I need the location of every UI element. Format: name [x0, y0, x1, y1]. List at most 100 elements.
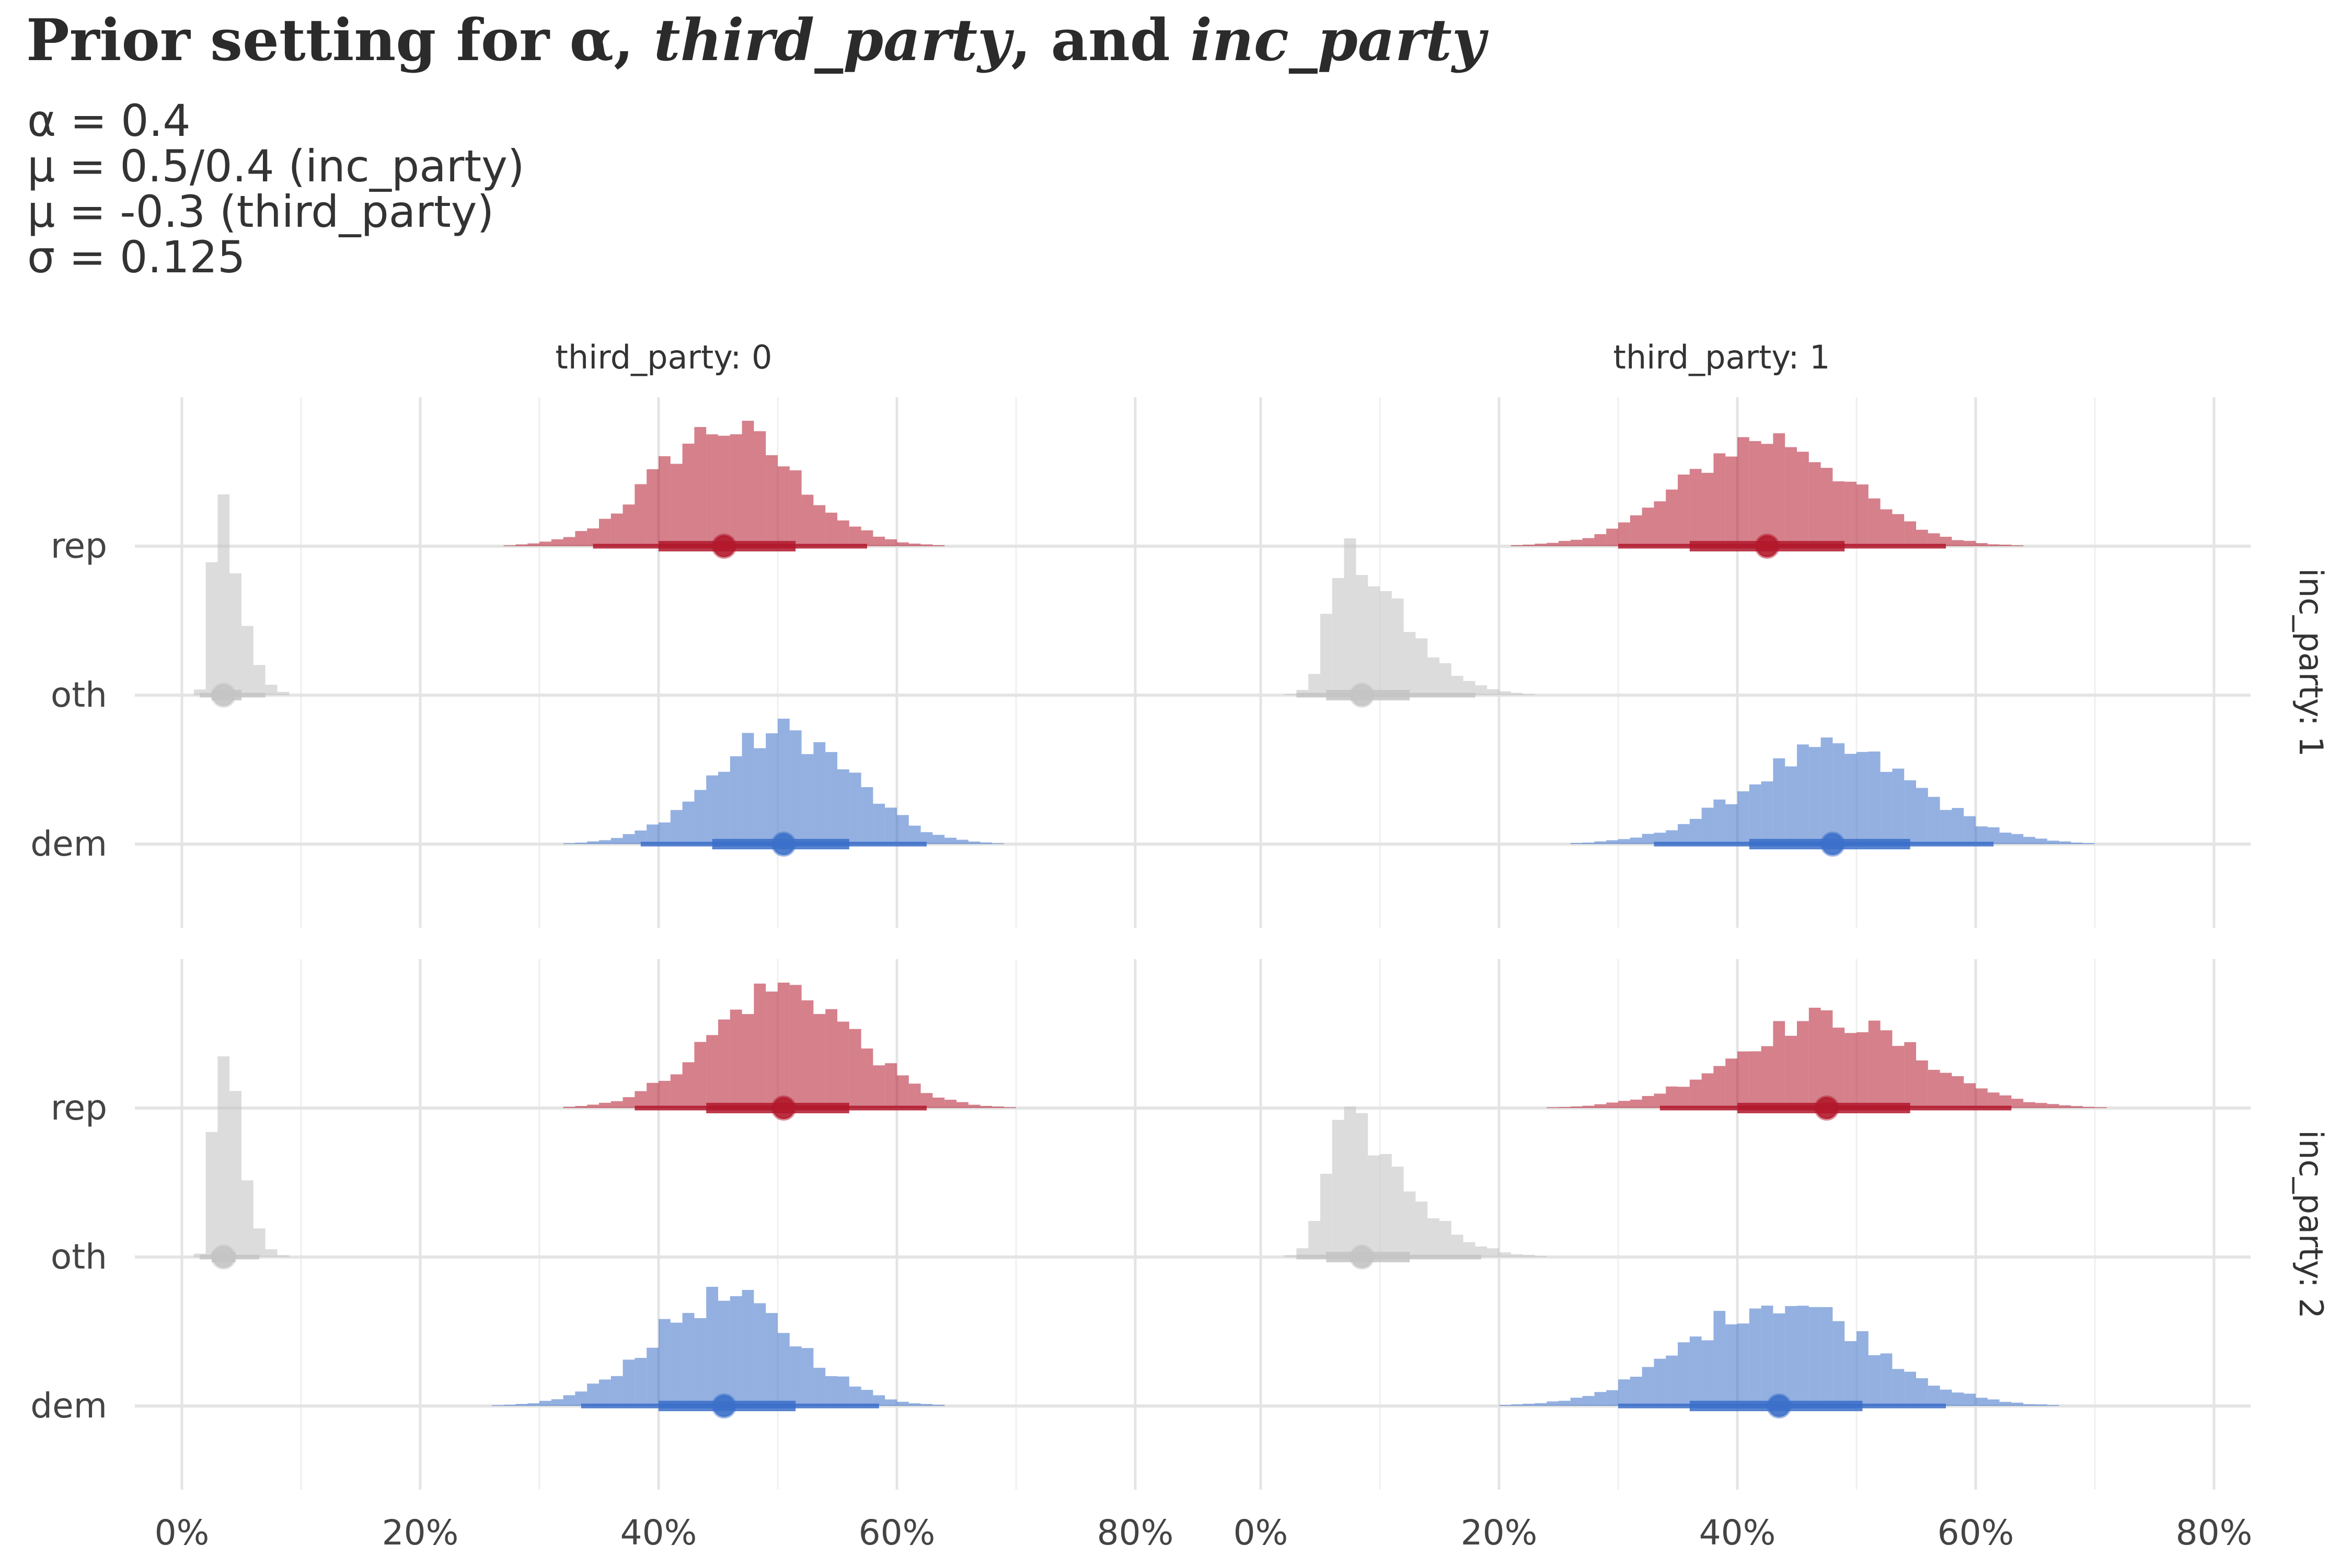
- hist-bar-rep-1-10: [1535, 544, 1547, 546]
- hist-bar-rep-1-44: [1940, 536, 1952, 546]
- hist-bar-dem-1-51: [2071, 843, 2083, 844]
- hist-bar-oth-2-8: [277, 1255, 290, 1257]
- hist-bar-dem-3-49: [1987, 1399, 2000, 1406]
- hist-bar-dem-3-36: [1832, 1321, 1845, 1406]
- hist-bar-rep-2-13: [635, 1091, 647, 1108]
- hist-bar-dem-2-41: [908, 1403, 921, 1406]
- x-tick-1-0: 0%: [1233, 1513, 1288, 1553]
- hist-bar-rep-2-29: [825, 1009, 837, 1108]
- hist-bar-oth-1-8: [1356, 575, 1368, 695]
- hist-bar-oth-3-20: [1499, 1252, 1511, 1257]
- hist-bar-oth-3-2: [1284, 1255, 1297, 1257]
- hist-bar-oth-2-4: [229, 1091, 241, 1257]
- hist-bar-oth-1-7: [1344, 538, 1356, 695]
- title-inc-party: inc_party: [1190, 6, 1485, 74]
- hist-bar-rep-1-47: [1976, 543, 1988, 546]
- hist-bar-dem-2-43: [932, 1404, 945, 1406]
- hist-bar-dem-2-36: [849, 1386, 861, 1406]
- hist-bar-dem-0-32: [873, 803, 885, 844]
- hist-bar-rep-2-35: [897, 1075, 909, 1108]
- hist-bar-rep-1-50: [2011, 545, 2024, 546]
- hist-bar-rep-2-31: [849, 1029, 861, 1108]
- hist-bar-dem-0-9: [599, 840, 611, 844]
- hist-bar-rep-2-10: [599, 1102, 611, 1108]
- hist-bar-oth-3-7: [1344, 1106, 1356, 1257]
- hist-bar-dem-1-50: [2059, 841, 2071, 844]
- hist-bar-oth-0-2: [205, 562, 218, 695]
- point-estimate-dem-0: [771, 832, 797, 857]
- hist-bar-rep-0-37: [873, 536, 885, 546]
- hist-bar-rep-0-34: [837, 520, 849, 546]
- hist-bar-oth-1-2: [1284, 694, 1297, 695]
- hist-bar-dem-2-7: [503, 1404, 516, 1406]
- hist-bar-rep-2-37: [920, 1093, 933, 1108]
- hist-bar-rep-3-53: [2083, 1106, 2095, 1108]
- hist-bar-rep-0-26: [742, 421, 754, 546]
- y-tick-oth-1: oth: [51, 1237, 107, 1277]
- hist-bar-dem-1-41: [1952, 808, 1964, 844]
- hist-bar-rep-2-8: [575, 1106, 587, 1108]
- hist-bar-dem-3-25: [1701, 1340, 1714, 1406]
- hist-bar-oth-0-4: [229, 573, 241, 695]
- hist-bar-rep-2-27: [801, 1000, 814, 1108]
- hist-bar-dem-1-48: [2035, 838, 2047, 844]
- hist-bar-dem-2-14: [587, 1383, 599, 1406]
- hist-bar-dem-1-15: [1642, 834, 1654, 844]
- hist-bar-dem-3-38: [1857, 1331, 1869, 1406]
- hist-bar-rep-3-38: [1904, 1042, 1916, 1108]
- hist-bar-rep-0-14: [599, 518, 611, 546]
- hist-bar-rep-2-16: [670, 1074, 683, 1108]
- hist-bar-dem-3-24: [1689, 1336, 1702, 1406]
- hist-bar-rep-3-32: [1832, 1028, 1845, 1108]
- hist-bar-dem-1-19: [1689, 818, 1702, 844]
- hist-bar-rep-3-16: [1642, 1096, 1654, 1108]
- hist-bar-dem-0-29: [837, 769, 849, 844]
- hist-bar-rep-2-33: [873, 1065, 885, 1108]
- hist-bar-rep-1-27: [1737, 437, 1749, 546]
- hist-bar-rep-1-23: [1689, 469, 1702, 546]
- hist-bar-rep-0-16: [622, 504, 635, 546]
- hist-bar-rep-1-33: [1808, 462, 1821, 546]
- hist-bar-rep-1-29: [1761, 444, 1773, 546]
- hist-bar-dem-2-9: [527, 1403, 539, 1406]
- hist-bar-dem-0-25: [789, 730, 802, 844]
- hist-bar-rep-1-13: [1570, 539, 1583, 546]
- hist-bar-rep-2-9: [587, 1104, 599, 1108]
- hist-bar-dem-3-45: [1940, 1389, 1952, 1406]
- hist-bar-rep-2-25: [778, 983, 790, 1108]
- hist-bar-dem-3-9: [1511, 1404, 1523, 1406]
- hist-bar-oth-2-2: [205, 1132, 218, 1257]
- hist-bar-rep-0-27: [754, 431, 766, 546]
- hist-bar-dem-1-18: [1678, 824, 1690, 844]
- hist-bar-oth-1-10: [1380, 591, 1392, 695]
- hist-bar-rep-2-21: [730, 1009, 742, 1108]
- hist-bar-dem-1-27: [1785, 766, 1797, 844]
- hist-bar-dem-1-37: [1904, 780, 1916, 844]
- hist-bar-rep-0-21: [682, 443, 695, 546]
- hist-bar-rep-1-36: [1844, 481, 1857, 546]
- hist-bar-dem-3-14: [1570, 1398, 1583, 1406]
- hist-bar-dem-3-51: [2011, 1402, 2024, 1406]
- hist-bar-dem-1-24: [1749, 784, 1761, 844]
- hist-bar-rep-3-45: [1987, 1092, 2000, 1108]
- hist-bar-rep-0-39: [897, 542, 909, 546]
- hist-bar-rep-0-28: [766, 455, 778, 546]
- hist-bar-rep-1-43: [1928, 533, 1940, 546]
- hist-bar-dem-3-16: [1594, 1392, 1607, 1406]
- hist-bar-oth-3-16: [1451, 1235, 1463, 1257]
- hist-bar-dem-0-22: [754, 748, 766, 844]
- hist-bar-oth-0-8: [277, 691, 290, 695]
- hist-bar-rep-2-17: [682, 1062, 695, 1108]
- hist-bar-dem-0-11: [622, 834, 635, 844]
- hist-bar-oth-1-20: [1499, 691, 1511, 695]
- hist-bar-oth-1-13: [1415, 638, 1428, 695]
- hist-bar-dem-3-18: [1618, 1379, 1630, 1406]
- hist-bar-dem-2-32: [801, 1348, 814, 1406]
- subtitle-line-alpha: α = 0.4: [27, 95, 191, 146]
- hist-bar-oth-1-14: [1427, 657, 1439, 695]
- hist-bar-rep-1-39: [1880, 509, 1893, 546]
- hist-bar-rep-3-51: [2059, 1105, 2071, 1108]
- hist-bar-rep-1-40: [1892, 514, 1905, 546]
- hist-bar-rep-2-34: [885, 1063, 897, 1108]
- hist-bar-dem-1-16: [1654, 833, 1666, 844]
